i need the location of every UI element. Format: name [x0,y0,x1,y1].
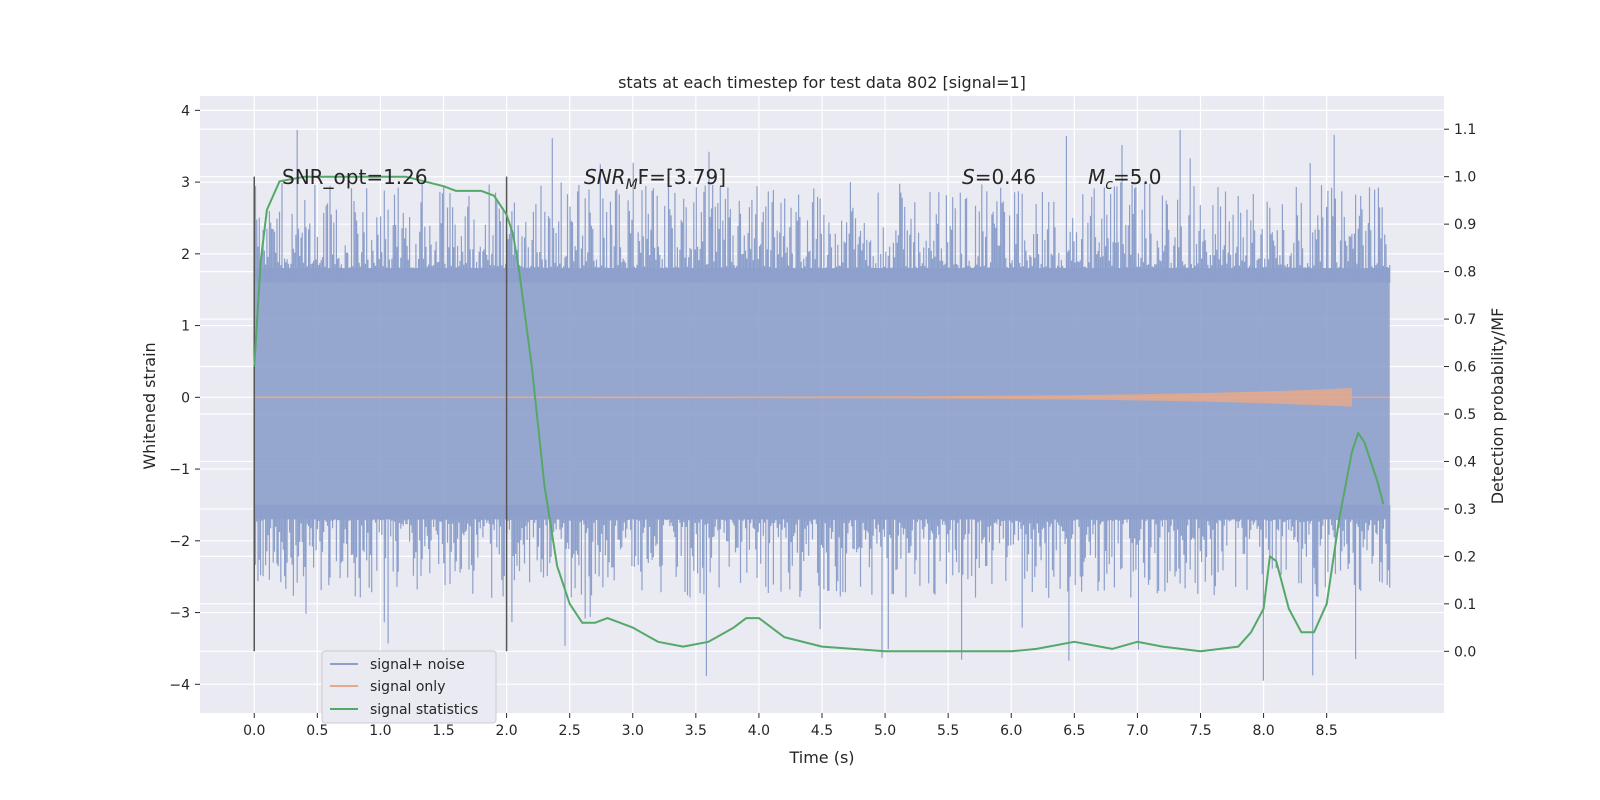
y-tick-label: 3 [181,175,190,191]
x-tick-label: 0.0 [243,723,265,739]
y-tick-label: 0 [181,390,190,406]
x-tick-label: 7.0 [1126,723,1148,739]
x-tick-label: 3.5 [685,723,707,739]
x-tick-label: 7.5 [1189,723,1211,739]
legend-label-signal-only: signal only [370,679,445,695]
x-axis-label: Time (s) [788,748,854,767]
snr-mf-prefix: SNR [584,165,626,189]
snr-mf-sub: M [626,177,638,193]
vertical-markers [253,176,508,652]
y-tick-label: 4 [181,103,190,119]
y2-tick-label: 0.7 [1454,312,1476,328]
y-tick-label: −4 [169,677,190,693]
annotation-spin: S=0.46 [962,165,1036,189]
y2-axis-ticks: 1.1 1.0 0.9 0.8 0.7 0.6 0.5 0.4 0.3 0.2 0.1 0.0 [1444,122,1476,660]
y2-tick-label: 0.9 [1454,217,1476,233]
y2-tick-label: 0.6 [1454,360,1476,376]
y2-tick-label: 1.1 [1454,122,1476,138]
x-tick-label: 1.5 [432,723,454,739]
series-signal-only [254,388,1390,407]
x-tick-label: 8.0 [1252,723,1274,739]
signal-statistics-line [253,175,1385,653]
y2-tick-label: 0.8 [1454,265,1476,281]
y2-tick-label: 0.3 [1454,502,1476,518]
x-tick-label: 1.0 [369,723,391,739]
chirp-mass-symbol: M [1088,165,1105,189]
y-axis-ticks: 4 3 2 1 0 −1 −2 −3 −4 [169,103,200,693]
x-tick-label: 8.5 [1316,723,1338,739]
series-signal-statistics [253,175,1385,653]
y-tick-label: −2 [169,534,190,550]
x-tick-label: 3.0 [622,723,644,739]
y-tick-label: −1 [169,462,190,478]
x-tick-label: 4.5 [811,723,833,739]
y2-tick-label: 1.0 [1454,170,1476,186]
y2-tick-label: 0.0 [1454,644,1476,660]
legend-label-signal-statistics: signal statistics [370,702,478,718]
y2-tick-label: 0.1 [1454,597,1476,613]
x-tick-label: 0.5 [306,723,328,739]
spin-value: =0.46 [975,165,1036,189]
legend: signal+ noise signal only signal statist… [321,650,497,724]
x-tick-label: 2.0 [495,723,517,739]
y-tick-label: 2 [181,247,190,263]
legend-box [321,650,497,724]
spin-symbol: S [962,165,975,189]
chart-title: stats at each timestep for test data 802… [618,73,1026,92]
y-tick-label: 1 [181,319,190,335]
snr-mf-suffix: F=[3.79] [638,165,726,189]
y2-axis-label: Detection probability/MF [1488,308,1507,505]
x-tick-label: 6.0 [1000,723,1022,739]
chirp-mass-value: =5.0 [1113,165,1162,189]
x-tick-label: 5.0 [874,723,896,739]
x-tick-label: 4.0 [748,723,770,739]
x-tick-label: 5.5 [937,723,959,739]
chirp-mass-sub: c [1105,177,1113,193]
annotation-chirp-mass: Mc=5.0 [1088,165,1162,193]
legend-label-signal-noise: signal+ noise [370,657,465,673]
y-tick-label: −3 [169,606,190,622]
annotation-snr-opt: SNR_opt=1.26 [282,165,428,189]
y2-tick-label: 0.4 [1454,454,1476,470]
annotation-snr-mf: SNRMF=[3.79] [584,165,726,193]
x-tick-label: 6.5 [1063,723,1085,739]
y2-tick-label: 0.2 [1454,549,1476,565]
y2-tick-label: 0.5 [1454,407,1476,423]
x-tick-label: 2.5 [559,723,581,739]
x-axis-ticks: 0.0 0.5 1.0 1.5 2.0 2.5 3.0 3.5 4.0 4.5 5.0 5.5 6.0 6… [243,713,1338,739]
y-axis-label: Whitened strain [140,342,159,469]
